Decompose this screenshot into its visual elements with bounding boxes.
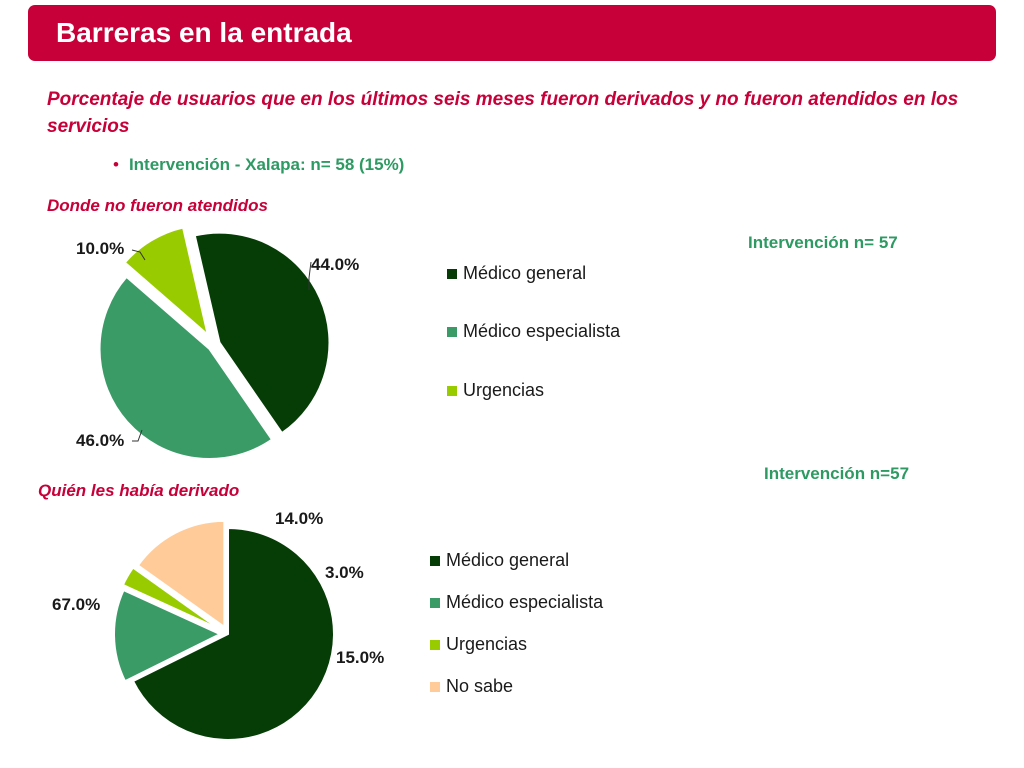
bullet-text: Intervención - Xalapa: n= 58 (15%) — [128, 155, 405, 174]
chart1-slice-urgencias — [123, 226, 210, 338]
legend-item: Urgencias — [430, 634, 527, 655]
bullet-icon: • — [113, 155, 119, 174]
legend-swatch — [430, 681, 440, 692]
legend-label: Urgencias — [446, 634, 528, 654]
chart1-n-label: Intervención n= 57 — [748, 233, 898, 252]
chart1-title: Donde no fueron atendidos — [47, 196, 268, 215]
chart2-data-label: 15.0% — [336, 648, 384, 667]
chart1-leader-line — [308, 261, 312, 290]
legend-swatch — [430, 555, 440, 566]
chart2-slice-m-dico-general — [131, 526, 335, 741]
chart1-data-label: 46.0% — [76, 431, 124, 450]
chart2-slice-m-dico-especialista — [113, 588, 223, 683]
legend-label: Urgencias — [463, 380, 545, 400]
chart1-leader-line — [132, 429, 143, 442]
legend-item: Urgencias — [447, 380, 544, 401]
chart1-leader-line — [131, 249, 146, 261]
legend-item: No sabe — [430, 676, 513, 697]
legend-item: Médico especialista — [430, 592, 603, 613]
chart2-data-label: 14.0% — [275, 509, 323, 528]
chart1-data-label: 10.0% — [76, 239, 124, 258]
legend-label: Médico especialista — [446, 592, 604, 612]
legend-label: Médico general — [446, 550, 570, 570]
legend-item: Médico especialista — [447, 321, 620, 342]
chart2-title: Quién les había derivado — [38, 481, 240, 500]
chart2-n-label: Intervención n=57 — [764, 464, 910, 483]
legend-swatch — [447, 268, 457, 279]
bullet-line: • Intervención - Xalapa: n= 58 (15%) — [113, 155, 404, 175]
chart1-slice-m-dico-especialista — [98, 275, 274, 460]
legend-label: No sabe — [446, 676, 514, 696]
legend-swatch — [430, 639, 440, 650]
legend-item: Médico general — [430, 550, 569, 571]
title-bar: Barreras en la entrada — [28, 5, 996, 61]
legend-label: Médico especialista — [463, 321, 621, 341]
chart1-data-label: 44.0% — [311, 255, 359, 274]
chart2-slice-urgencias — [121, 566, 220, 630]
legend-swatch — [447, 326, 457, 337]
legend-swatch — [430, 597, 440, 608]
chart2-slice-no-sabe — [136, 519, 226, 629]
legend-swatch — [447, 385, 457, 396]
page-title: Barreras en la entrada — [56, 17, 352, 48]
legend-label: Médico general — [463, 263, 587, 283]
chart2-data-label: 67.0% — [52, 595, 100, 614]
chart1-slice-m-dico-general — [193, 231, 331, 435]
chart-subtitle: Porcentaje de usuarios que en los último… — [47, 89, 959, 137]
legend-item: Médico general — [447, 263, 586, 284]
chart2-data-label: 3.0% — [325, 563, 364, 582]
